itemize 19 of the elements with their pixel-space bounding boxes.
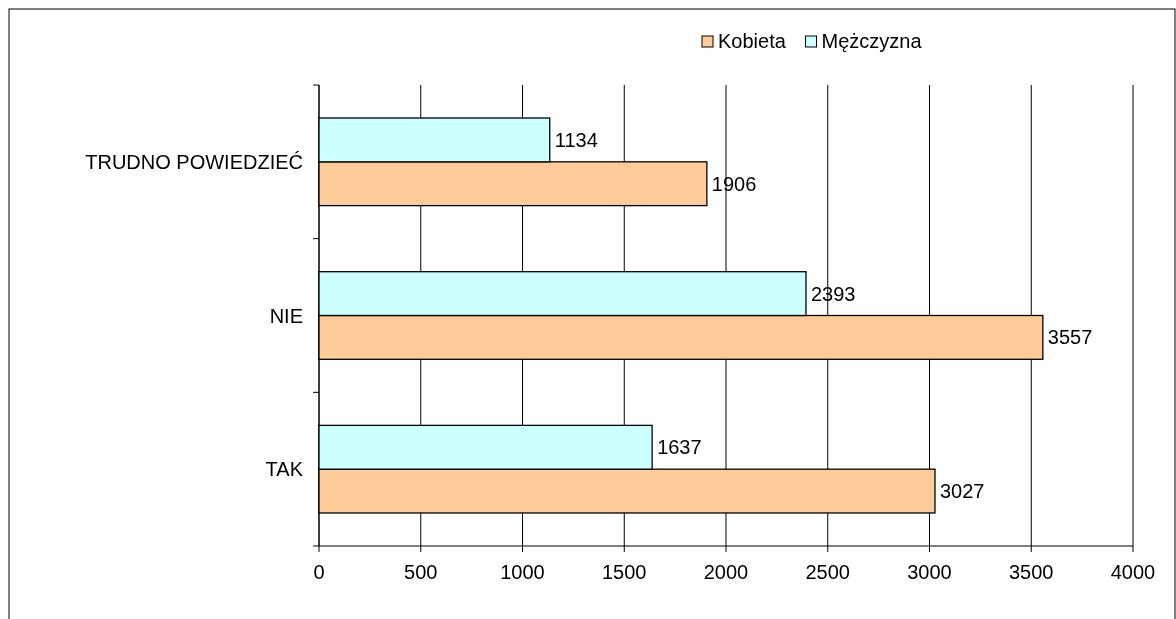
y-tick-label: TAK <box>265 458 304 481</box>
data-label: 1637 <box>657 436 702 459</box>
x-tick-label: 2500 <box>805 561 850 583</box>
data-label: 3557 <box>1047 326 1093 349</box>
x-tick-label: 4000 <box>1110 561 1156 583</box>
data-label: 1906 <box>711 172 757 195</box>
y-tick-label: TRUDNO POWIEDZIEĆ <box>85 150 303 173</box>
legend-label: Kobieta <box>718 30 787 52</box>
x-tick-label: 1000 <box>500 561 545 583</box>
x-tick-label: 1500 <box>602 561 647 583</box>
legend-label: Mężczyzna <box>821 30 923 52</box>
x-tick-label: 500 <box>404 561 438 583</box>
x-tick-label: 0 <box>313 561 325 583</box>
x-tick-label: 3000 <box>907 561 952 583</box>
data-label: 3027 <box>939 480 985 503</box>
y-tick-label: NIE <box>269 304 303 327</box>
data-label: 1134 <box>554 128 598 151</box>
x-tick-label: 3500 <box>1009 561 1054 583</box>
x-tick-label: 2000 <box>703 561 749 583</box>
